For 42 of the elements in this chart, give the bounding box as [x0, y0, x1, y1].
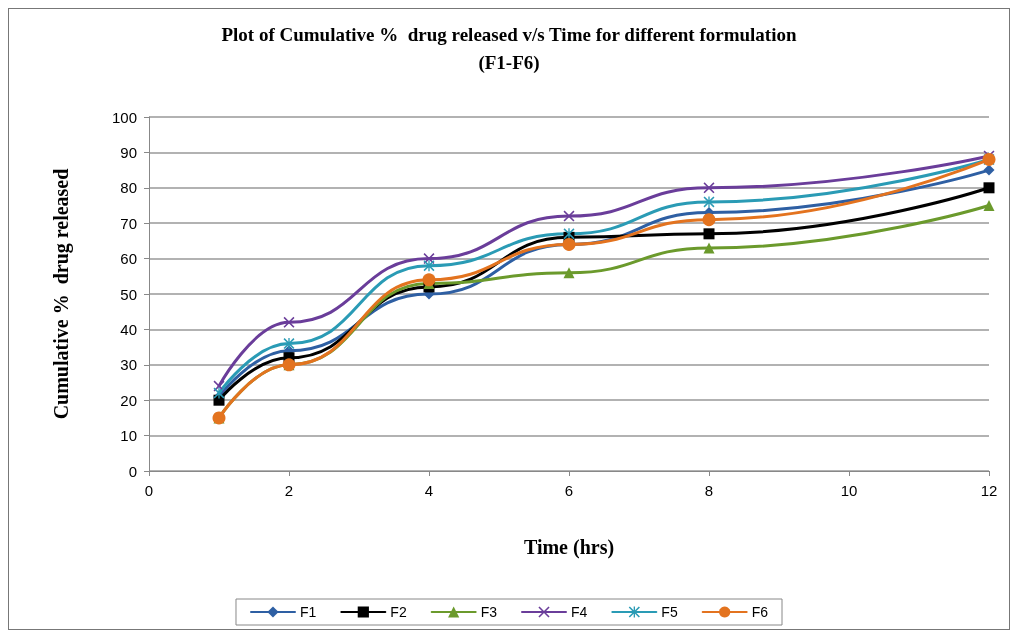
point	[702, 213, 716, 227]
y-tick-label: 10	[120, 427, 137, 445]
point	[563, 267, 575, 279]
point	[422, 273, 436, 287]
y-tick-label: 40	[120, 320, 137, 338]
y-tick-label: 70	[120, 214, 137, 232]
point	[423, 260, 435, 272]
x-axis-title: Time (hrs)	[523, 536, 615, 559]
point	[703, 228, 715, 240]
x-tick-label: 0	[144, 482, 154, 499]
point	[983, 200, 995, 211]
y-axis-title: Cumulative % drug released	[50, 168, 73, 420]
legend-label: F1	[299, 604, 317, 620]
point	[983, 164, 995, 176]
y-tick-label: 50	[120, 285, 137, 303]
legend-label: F5	[661, 604, 678, 620]
x-tick-label: 6	[564, 482, 574, 499]
point	[283, 316, 295, 328]
chart-title: Plot of Cumulative % drug released v/s Time for different formulation (F1-F6)	[221, 23, 797, 74]
point	[283, 338, 295, 350]
legend-label: F4	[571, 604, 588, 620]
point	[213, 387, 225, 399]
x-tick-label: 4	[424, 482, 434, 499]
x-tick-label: 2	[284, 482, 294, 499]
y-tick-label: 20	[120, 391, 137, 409]
legend-label: F6	[751, 604, 769, 620]
point	[983, 182, 995, 194]
legend-label: F2	[390, 604, 407, 620]
y-tick-label: 100	[111, 108, 137, 126]
point	[563, 210, 575, 222]
point	[703, 182, 715, 194]
y-tick-label: 60	[120, 250, 137, 268]
x-tick-label: 12	[980, 482, 998, 499]
point	[703, 196, 715, 208]
y-tick-label: 90	[120, 143, 137, 161]
legend-label: F3	[480, 604, 498, 620]
y-tick-label: 30	[120, 356, 137, 374]
y-tick-label: 0	[128, 462, 137, 480]
x-tick-label: 10	[840, 482, 858, 499]
point	[703, 242, 715, 254]
y-tick-label: 80	[120, 179, 137, 197]
x-tick-label: 8	[704, 482, 714, 499]
